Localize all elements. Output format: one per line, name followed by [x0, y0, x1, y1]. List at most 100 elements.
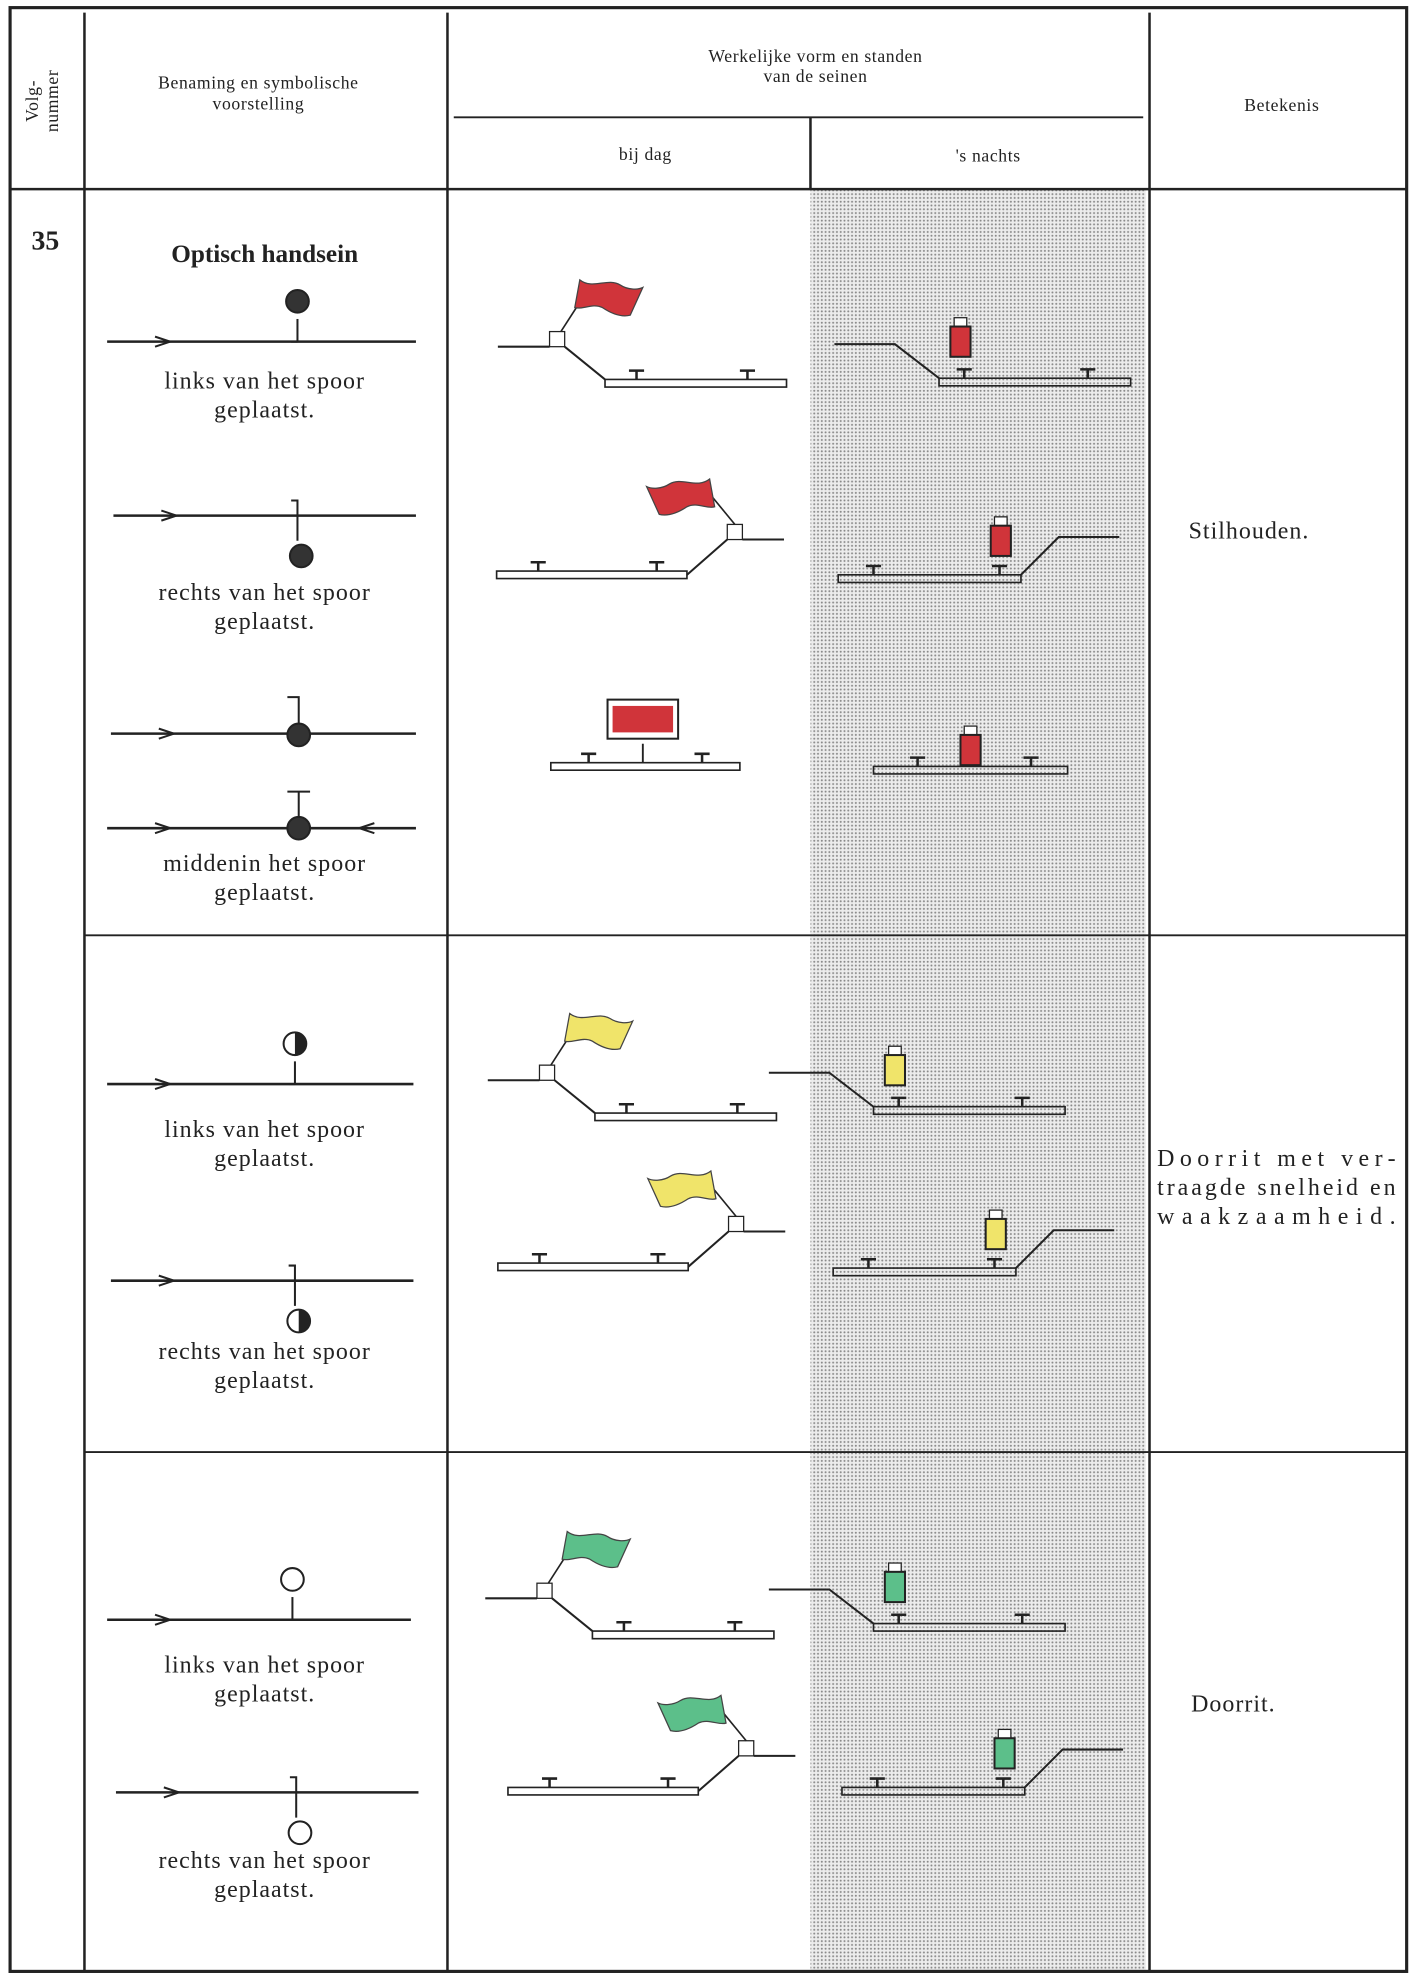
- arrow: [158, 1274, 178, 1287]
- rail-head: [729, 1102, 745, 1114]
- lamp: [949, 325, 972, 358]
- box: [727, 1215, 745, 1233]
- symbol-circle: [286, 815, 312, 841]
- lamp: [959, 733, 982, 767]
- symbol-half: [294, 1032, 307, 1056]
- caption: geplaatst.: [214, 609, 315, 635]
- rail-head: [628, 369, 645, 380]
- rail-head: [995, 1777, 1011, 1788]
- rail: [497, 1262, 690, 1272]
- caption: links van het spoor: [164, 1117, 365, 1143]
- flag: [646, 1169, 717, 1208]
- caption: rechts van het spoor: [159, 580, 371, 606]
- arrow: [158, 727, 178, 740]
- box: [726, 523, 744, 541]
- symbol-circle: [280, 1567, 305, 1592]
- rail-head: [986, 1257, 1003, 1269]
- rail: [832, 1267, 1017, 1277]
- caption: geplaatst.: [214, 1146, 315, 1172]
- line-art: [485, 1597, 594, 1632]
- arrow: [154, 1078, 174, 1091]
- line-art: [1024, 1748, 1124, 1789]
- flag: [561, 1530, 632, 1569]
- rail-head: [618, 1102, 635, 1114]
- rail-head: [865, 564, 882, 575]
- lamp: [883, 1054, 907, 1087]
- rail-head: [694, 752, 710, 763]
- rail-head: [891, 1613, 907, 1624]
- name-label: Benaming en symbolische: [158, 72, 359, 92]
- symbol-circle: [286, 722, 312, 748]
- rail-head: [530, 560, 546, 572]
- rail: [872, 1105, 1066, 1116]
- rail: [591, 1630, 775, 1640]
- meaning: Doorrit met ver-: [1157, 1146, 1396, 1172]
- rail-head: [660, 1777, 676, 1788]
- rail-head: [1014, 1096, 1030, 1107]
- rail-head: [616, 1621, 632, 1632]
- rail: [872, 1622, 1066, 1632]
- rail: [549, 761, 741, 772]
- caption: links van het spoor: [164, 368, 365, 394]
- entry-number: 35: [32, 225, 60, 256]
- caption: rechts van het spoor: [159, 1848, 371, 1874]
- lamp: [883, 1570, 907, 1604]
- arrow: [154, 1613, 174, 1626]
- arrow: [154, 335, 174, 348]
- line-art: [291, 499, 299, 541]
- line-art: [487, 1079, 596, 1114]
- form-label: van de seinen: [763, 66, 867, 86]
- rail-head: [1023, 756, 1039, 767]
- rail: [495, 570, 688, 580]
- lamp: [989, 524, 1012, 557]
- flag: [645, 477, 716, 516]
- caption: links van het spoor: [164, 1653, 365, 1679]
- rail-head: [649, 560, 665, 572]
- night-shading: [810, 189, 1146, 1972]
- rail-head: [650, 1252, 666, 1264]
- meaning: traagde snelheid en: [1157, 1175, 1396, 1201]
- day-label: bij dag: [619, 144, 672, 164]
- name-label: voorstelling: [213, 94, 305, 114]
- symbol-half: [298, 1309, 311, 1333]
- number-label: nummer: [42, 70, 62, 133]
- rail-head: [956, 368, 972, 379]
- box: [536, 1582, 553, 1599]
- rail-head: [727, 1621, 743, 1632]
- flag: [656, 1694, 727, 1732]
- rail-head: [581, 752, 597, 763]
- line-art: [768, 1588, 875, 1625]
- symbol-circle: [288, 543, 314, 569]
- rail-head: [1014, 1613, 1030, 1624]
- lamp: [993, 1737, 1016, 1770]
- line-art: [1020, 536, 1120, 576]
- caption: rechts van het spoor: [159, 1339, 371, 1365]
- table-rules: [8, 6, 1409, 1973]
- rail-head: [869, 1777, 885, 1788]
- rail: [594, 1112, 778, 1122]
- rail-head: [860, 1257, 877, 1269]
- meaning: Stilhouden.: [1189, 518, 1310, 544]
- rail: [841, 1786, 1026, 1796]
- rail-head: [1080, 368, 1096, 379]
- rail: [938, 377, 1132, 387]
- rail-head: [739, 369, 756, 380]
- form-label: Werkelijke vorm en standen: [708, 46, 922, 66]
- meaning: waakzaamheid.: [1157, 1204, 1396, 1230]
- rail: [507, 1786, 700, 1796]
- caption: geplaatst.: [214, 1682, 315, 1708]
- diagrams: [107, 278, 1132, 1846]
- line-art: [497, 345, 606, 381]
- caption: geplaatst.: [214, 1368, 315, 1394]
- line-art: [289, 1776, 298, 1818]
- line-art: [686, 538, 784, 576]
- entry-title: Optisch handsein: [171, 241, 358, 268]
- symbol-circle: [287, 1820, 313, 1846]
- arrow: [356, 822, 375, 835]
- box: [538, 1064, 556, 1081]
- rail: [837, 574, 1022, 584]
- rail-head: [991, 564, 1008, 575]
- line-art: [1015, 1229, 1115, 1269]
- line-art: [287, 790, 311, 817]
- arrow: [161, 509, 180, 522]
